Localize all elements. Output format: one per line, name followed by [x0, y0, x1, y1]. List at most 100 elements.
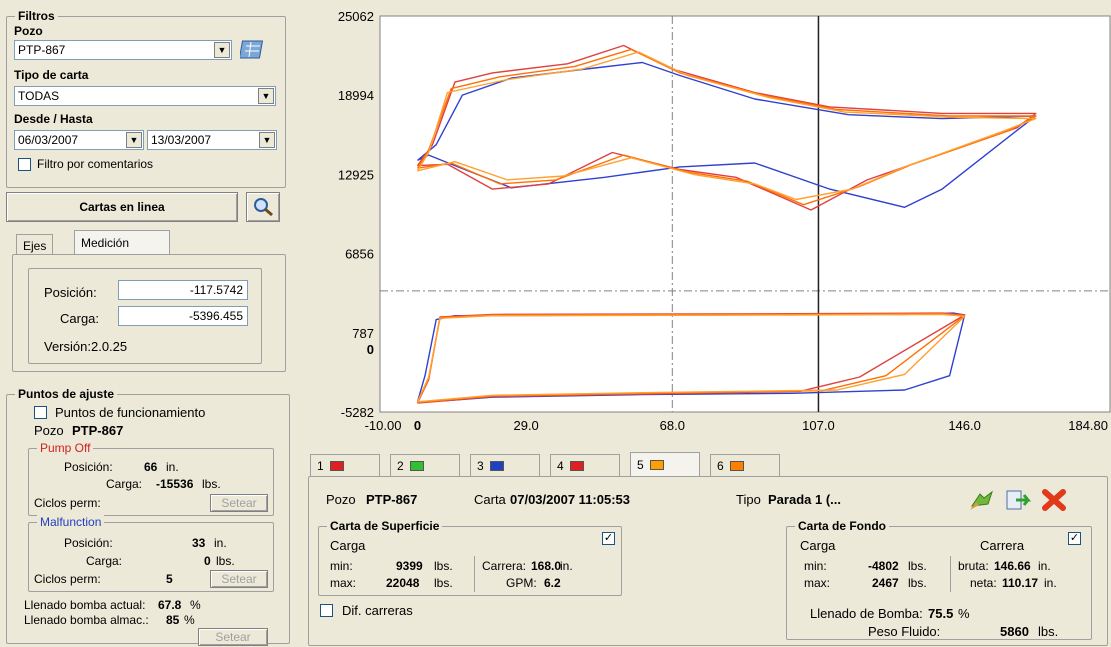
superficie-divider	[474, 556, 475, 592]
fondo-bruta-unit: in.	[1038, 559, 1051, 573]
desde-date[interactable]: 06/03/2007 ▼	[14, 130, 144, 150]
fondo-llenado-percent: %	[958, 606, 970, 621]
llenado-almac-label: Llenado bomba almac.:	[24, 613, 149, 627]
posicion-field[interactable]: -117.5742	[118, 280, 248, 300]
delete-card-icon[interactable]	[1040, 488, 1068, 512]
y-tick-label: 12925	[338, 167, 374, 182]
carga-field[interactable]: -5396.455	[118, 306, 248, 326]
card-tab-5[interactable]: 5	[630, 452, 700, 476]
fondo-title: Carta de Fondo	[795, 519, 890, 533]
x-tick-label: -10.00	[365, 418, 402, 433]
pump-off-posicion-label: Posición:	[64, 460, 113, 474]
card-tab-4[interactable]: 4	[550, 454, 620, 476]
llenado-setear-button[interactable]: Setear	[198, 628, 268, 646]
tipo-carta-label: Tipo de carta	[14, 68, 89, 82]
malfunction-group: Malfunction	[28, 515, 274, 592]
x-tick-label: 184.80	[1068, 418, 1108, 433]
hasta-date[interactable]: 13/03/2007 ▼	[147, 130, 277, 150]
chevron-down-icon[interactable]: ▼	[126, 132, 142, 148]
ajuste-pozo-value: PTP-867	[72, 423, 124, 438]
ajuste-pozo-label: Pozo	[34, 423, 64, 438]
card-tab-label: 4	[557, 458, 564, 473]
tab-medicion[interactable]: Medición	[74, 230, 170, 254]
y-tick-label: 0	[367, 342, 374, 357]
malfunction-setear-button[interactable]: Setear	[210, 570, 268, 588]
fondo-group: Carta de Fondo	[786, 519, 1092, 640]
pump-off-title: Pump Off	[37, 441, 94, 455]
malfunction-carga-value: 0	[204, 554, 211, 568]
pump-off-group: Pump Off	[28, 441, 274, 516]
tab-ejes[interactable]: Ejes	[16, 234, 54, 256]
superficie-gpm-value: 6.2	[544, 576, 561, 590]
card-tab-color-swatch	[409, 460, 424, 471]
card-tipo-value: Parada 1 (...	[768, 492, 841, 507]
export-card-icon[interactable]	[1004, 488, 1032, 512]
chevron-down-icon[interactable]: ▼	[258, 88, 274, 104]
card-tab-1[interactable]: 1	[310, 454, 380, 476]
superficie-gpm-label: GPM:	[506, 576, 537, 590]
y-tick-label: 6856	[345, 247, 374, 262]
pozo-select[interactable]: PTP-867 ▼	[14, 40, 232, 60]
llenado-almac-value: 85	[166, 613, 180, 627]
fondo-checkbox[interactable]: ✓	[1068, 532, 1081, 545]
card-tab-6[interactable]: 6	[710, 454, 780, 476]
llenado-actual-value: 67.8	[158, 598, 182, 612]
pump-off-setear-button[interactable]: Setear	[210, 494, 268, 512]
dates-label: Desde / Hasta	[14, 112, 93, 126]
malfunction-posicion-label: Posición:	[64, 536, 113, 550]
map-icon[interactable]	[238, 38, 266, 62]
search-button[interactable]	[246, 192, 280, 222]
card-tab-label: 2	[397, 458, 404, 473]
tipo-carta-value: TODAS	[18, 89, 60, 103]
edit-card-icon[interactable]	[968, 488, 996, 512]
superficie-title: Carta de Superficie	[327, 519, 443, 533]
llenado-almac-percent: %	[184, 613, 195, 627]
desde-value: 06/03/2007	[18, 133, 79, 147]
fondo-min-unit: lbs.	[908, 559, 927, 573]
version-label: Versión:2.0.25	[44, 339, 128, 354]
fondo-llenado-label: Llenado de Bomba:	[810, 606, 923, 621]
superficie-min-value: 9399	[396, 559, 423, 573]
tipo-carta-select[interactable]: TODAS ▼	[14, 86, 276, 106]
x-tick-label: 68.0	[660, 418, 685, 433]
superficie-carrera-unit: in.	[560, 559, 573, 573]
hasta-value: 13/03/2007	[151, 133, 212, 147]
card-tab-label: 5	[637, 457, 644, 472]
fondo-max-label: max:	[804, 576, 831, 590]
fondo-neta-unit: in.	[1044, 576, 1057, 590]
comment-filter-label: Filtro por comentarios	[37, 157, 154, 171]
card-tab-color-swatch	[569, 460, 584, 471]
funcionamiento-checkbox[interactable]	[34, 406, 47, 419]
x-tick-label: 0	[414, 418, 421, 433]
y-tick-label: 25062	[338, 9, 374, 24]
comment-filter-checkbox[interactable]	[18, 158, 31, 171]
llenado-actual-percent: %	[190, 598, 201, 612]
carga-label: Carga:	[60, 311, 100, 326]
card-tab-2[interactable]: 2	[390, 454, 460, 476]
malfunction-title: Malfunction	[37, 515, 105, 529]
pump-off-carga-value: -15536	[156, 477, 194, 491]
funcionamiento-label: Puntos de funcionamiento	[55, 405, 206, 420]
filters-group: Filtros	[6, 9, 286, 188]
card-tab-3[interactable]: 3	[470, 454, 540, 476]
card-tab-label: 6	[717, 458, 724, 473]
chevron-down-icon[interactable]: ▼	[214, 42, 230, 58]
superficie-checkbox[interactable]: ✓	[602, 532, 615, 545]
fondo-bruta-value: 146.66	[994, 559, 1031, 573]
malfunction-posicion-value: 33	[192, 536, 206, 550]
chevron-down-icon[interactable]: ▼	[259, 132, 275, 148]
tab-ejes-label: Ejes	[23, 238, 47, 253]
superficie-carrera-label: Carrera:	[482, 559, 527, 573]
fondo-llenado-value: 75.5	[928, 606, 954, 621]
malfunction-carga-label: Carga:	[86, 554, 123, 568]
cartas-en-linea-button[interactable]: Cartas en linea	[6, 192, 238, 222]
card-tab-color-swatch	[489, 460, 504, 471]
superficie-max-value: 22048	[386, 576, 420, 590]
malfunction-carga-unit: lbs.	[216, 554, 235, 568]
card-tab-label: 1	[317, 458, 324, 473]
fondo-max-unit: lbs.	[908, 576, 927, 590]
pozo-label: Pozo	[14, 24, 43, 38]
dif-carreras-checkbox[interactable]	[320, 604, 333, 617]
pump-off-ciclos-label: Ciclos perm:	[34, 496, 101, 510]
